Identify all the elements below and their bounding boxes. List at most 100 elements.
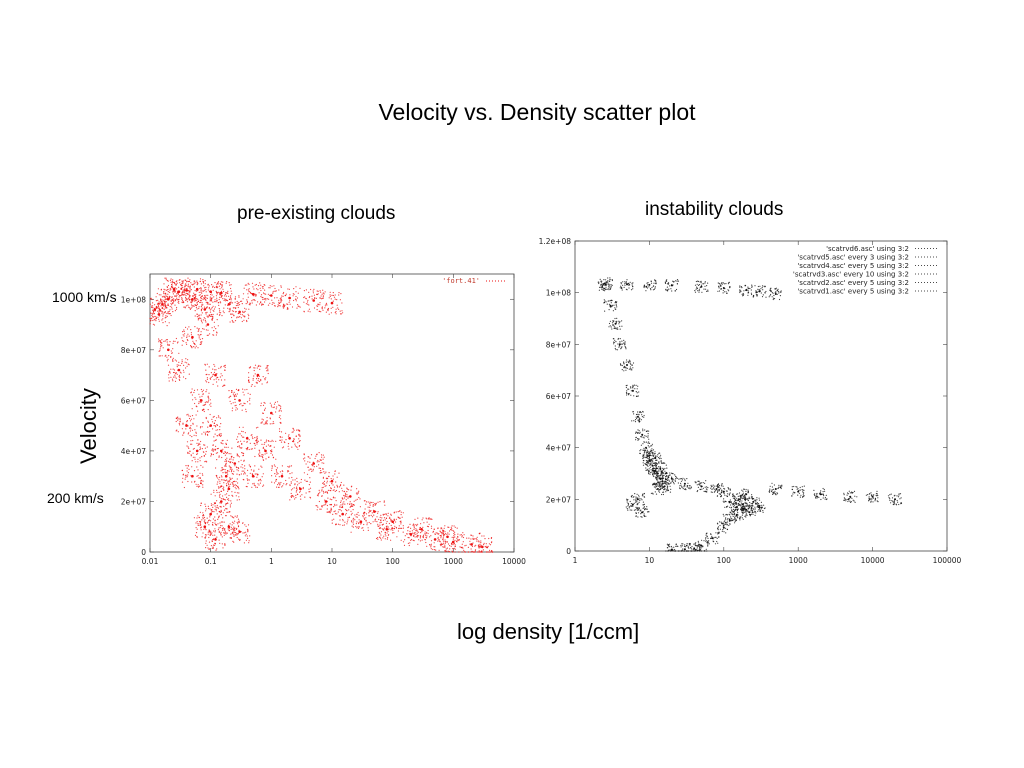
data-point [226, 299, 228, 301]
data-point [203, 410, 205, 413]
data-point [665, 478, 667, 480]
data-point [175, 373, 177, 375]
data-point [229, 461, 231, 463]
data-point [158, 318, 160, 320]
data-point [679, 478, 681, 480]
data-point [654, 453, 656, 455]
data-point [174, 300, 176, 302]
data-point [268, 287, 270, 289]
data-point [628, 368, 631, 370]
data-point [162, 322, 164, 324]
data-point [645, 290, 647, 292]
data-point [313, 307, 316, 309]
data-point [626, 394, 628, 396]
data-point [231, 494, 233, 496]
data-point [189, 298, 191, 300]
data-point [165, 292, 167, 295]
data-point [799, 496, 802, 498]
data-point [624, 346, 626, 348]
data-point [207, 434, 209, 436]
data-point [726, 490, 728, 492]
data-point [656, 485, 658, 488]
data-point [260, 294, 263, 296]
data-point [176, 342, 179, 344]
data-point [704, 482, 706, 484]
data-point [168, 322, 170, 324]
data-point [213, 425, 215, 427]
data-point [160, 345, 162, 347]
data-point [235, 466, 238, 468]
data-point [324, 291, 326, 293]
data-point [702, 482, 704, 484]
data-point [183, 335, 185, 337]
data-point [682, 488, 684, 490]
data-point [647, 445, 649, 447]
data-point [226, 292, 228, 294]
data-point [662, 491, 664, 493]
data-point [149, 303, 151, 305]
data-point [359, 520, 363, 523]
data-point [669, 472, 671, 474]
data-point [160, 289, 162, 291]
data-point [218, 491, 220, 493]
data-point [760, 292, 762, 294]
data-point [182, 331, 184, 333]
data-point [644, 285, 646, 287]
data-point [215, 374, 217, 376]
data-point [676, 283, 679, 285]
data-point [659, 489, 661, 491]
data-point [278, 302, 280, 304]
data-point [208, 397, 210, 399]
data-point [699, 488, 702, 491]
data-point [238, 499, 240, 501]
data-point [198, 335, 200, 337]
data-point [611, 328, 613, 330]
data-point [771, 296, 773, 298]
data-point [237, 486, 239, 489]
data-point [233, 307, 235, 309]
data-point [633, 413, 635, 415]
data-point [662, 481, 664, 483]
data-point [330, 301, 334, 305]
data-point [243, 287, 245, 289]
data-point [673, 280, 675, 283]
data-point [182, 300, 184, 302]
data-point [641, 414, 643, 416]
data-point [228, 311, 230, 313]
data-point [652, 483, 654, 485]
data-point [636, 392, 638, 394]
data-point [620, 364, 622, 366]
data-point [647, 463, 649, 465]
data-point [249, 393, 251, 395]
data-point [646, 455, 648, 457]
data-point [620, 286, 623, 288]
data-point [229, 466, 231, 468]
data-point [165, 279, 167, 281]
data-point [703, 490, 705, 492]
data-point [162, 304, 164, 306]
data-point [220, 302, 222, 304]
data-point [171, 378, 174, 380]
data-point [218, 298, 220, 301]
data-point [659, 486, 661, 488]
data-point [695, 288, 697, 290]
data-point [167, 364, 170, 366]
data-point [169, 291, 171, 293]
data-point [721, 490, 723, 492]
data-point [668, 480, 671, 482]
data-point [793, 485, 795, 488]
data-point [210, 453, 212, 455]
data-point [226, 479, 228, 481]
data-point [611, 322, 614, 324]
data-point [238, 461, 240, 463]
data-point [312, 299, 316, 302]
data-point [200, 388, 202, 391]
data-point [333, 296, 336, 298]
data-point [177, 341, 179, 343]
data-point [205, 299, 207, 301]
data-point [230, 301, 232, 303]
data-point [152, 307, 154, 309]
data-point [212, 383, 214, 385]
data-point [229, 400, 231, 402]
data-point [171, 304, 173, 306]
